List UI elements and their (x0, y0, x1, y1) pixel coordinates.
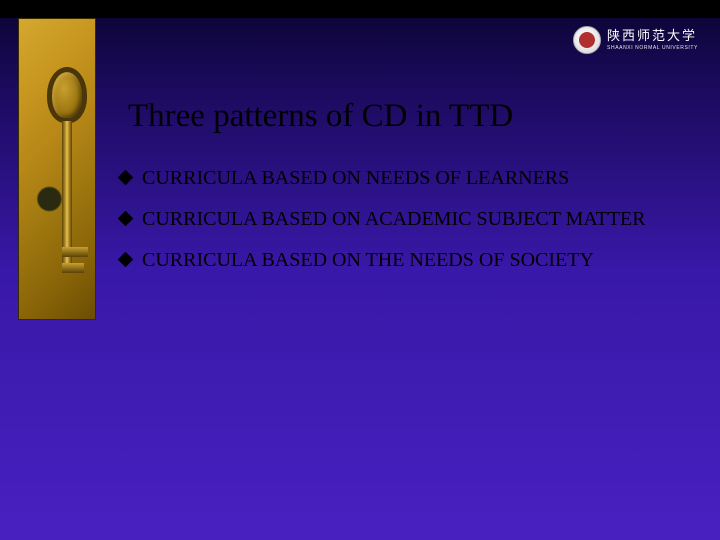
bullet-text: CURRICULA BASED ON ACADEMIC SUBJECT MATT… (142, 199, 700, 240)
side-key-image (18, 18, 96, 320)
slide: 陕西师范大学 SHAANXI NORMAL UNIVERSITY Three p… (0, 0, 720, 540)
diamond-icon (118, 211, 134, 227)
page-title: Three patterns of CD in TTD (128, 98, 513, 135)
list-item: CURRICULA BASED ON NEEDS OF LEARNERS (120, 158, 700, 199)
diamond-icon (118, 170, 134, 186)
bullet-text: CURRICULA BASED ON NEEDS OF LEARNERS (142, 158, 700, 199)
list-item: CURRICULA BASED ON ACADEMIC SUBJECT MATT… (120, 199, 700, 240)
top-black-band (0, 0, 720, 18)
university-logo: 陕西师范大学 SHAANXI NORMAL UNIVERSITY (573, 26, 698, 54)
key-icon (45, 67, 89, 307)
logo-cn: 陕西师范大学 (607, 29, 698, 43)
bullet-text: CURRICULA BASED ON THE NEEDS OF SOCIETY (142, 240, 700, 281)
list-item: CURRICULA BASED ON THE NEEDS OF SOCIETY (120, 240, 700, 281)
logo-text-block: 陕西师范大学 SHAANXI NORMAL UNIVERSITY (607, 29, 698, 50)
logo-seal-icon (573, 26, 601, 54)
diamond-icon (118, 252, 134, 268)
bullet-list: CURRICULA BASED ON NEEDS OF LEARNERS CUR… (120, 158, 700, 281)
logo-en: SHAANXI NORMAL UNIVERSITY (607, 45, 698, 51)
